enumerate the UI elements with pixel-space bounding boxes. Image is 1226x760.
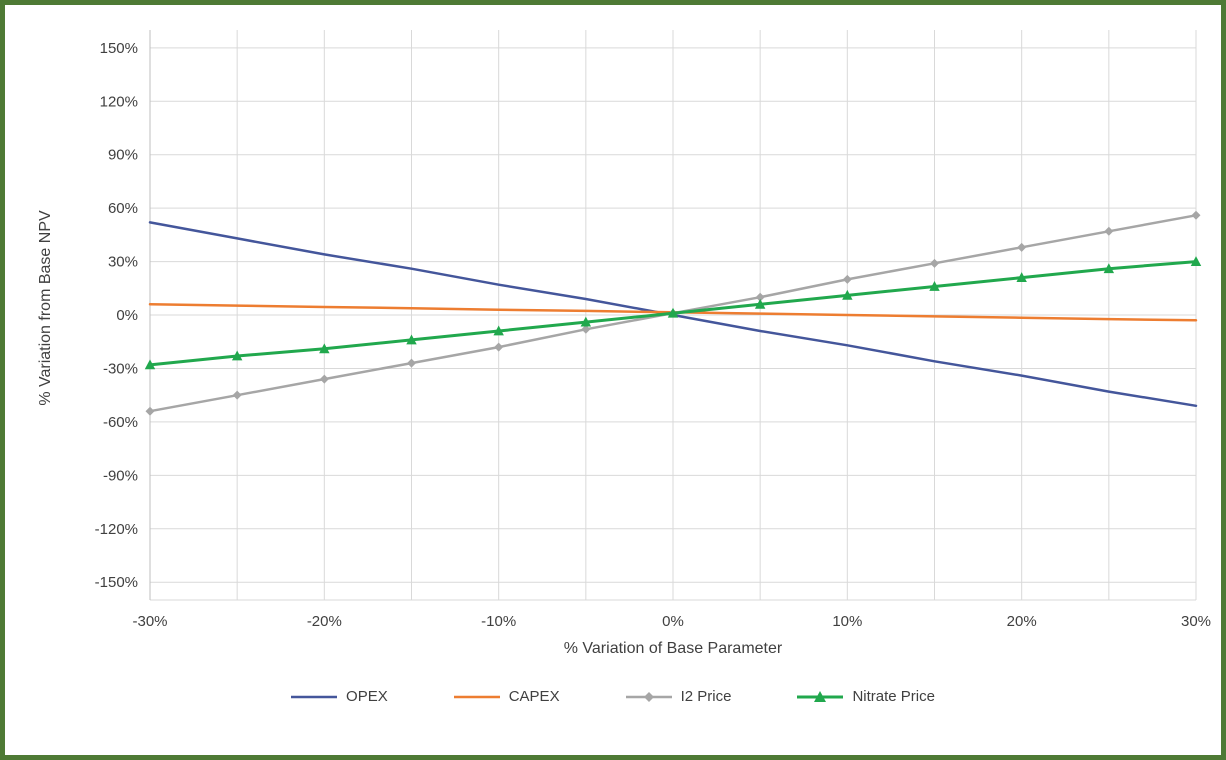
diamond-marker [842, 274, 852, 284]
legend-label-capex: CAPEX [508, 688, 560, 705]
y-tick-label: 0% [116, 307, 138, 324]
legend-swatch-capex [453, 695, 500, 698]
diamond-marker [930, 258, 939, 268]
triangle-marker [754, 298, 766, 309]
triangle-marker [319, 343, 330, 354]
triangle-marker [667, 307, 679, 318]
gridlines [149, 30, 1197, 600]
x-tick-label: 10% [832, 613, 862, 630]
diamond-marker [1017, 242, 1027, 252]
series-nitrate-price [144, 256, 1202, 370]
y-tick-labels: 150% 120% 90% 60% 30% 0% -30% -60% -90% -120% -150… [95, 40, 138, 591]
diamond-marker [643, 691, 654, 702]
triangle-marker [1190, 256, 1202, 266]
x-tick-label: -20% [307, 613, 342, 630]
diamond-marker [755, 292, 765, 302]
legend-swatch-opex [291, 695, 338, 698]
legend-item-nitrate-price: Nitrate Price [797, 688, 935, 705]
y-tick-label: -150% [95, 574, 138, 591]
x-axis-title: % Variation of Base Parameter [563, 640, 783, 657]
x-tick-label: -30% [132, 613, 167, 630]
legend-item-opex: OPEX [291, 688, 388, 705]
y-tick-label: 60% [108, 200, 138, 217]
triangle-marker [842, 289, 853, 300]
legend-label-i2-price: I2 Price [680, 688, 732, 705]
diamond-marker [581, 324, 591, 334]
y-tick-label: -60% [103, 414, 138, 431]
x-tick-label: 20% [1007, 613, 1037, 630]
x-tick-labels: -30% -20% -10% 0% 10% 20% 30% [132, 613, 1211, 630]
diamond-marker [232, 390, 242, 400]
y-tick-label: 120% [100, 93, 138, 110]
x-tick-label: 30% [1181, 613, 1211, 630]
legend-item-capex: CAPEX [453, 688, 560, 705]
triangle-marker [580, 316, 592, 327]
legend-swatch-nitrate-price [797, 690, 844, 702]
diamond-marker [1191, 210, 1201, 220]
legend-label-opex: OPEX [346, 688, 388, 705]
diamond-marker [319, 374, 329, 384]
y-tick-label: -30% [103, 360, 138, 377]
y-axis-title: % Variation from Base NPV [37, 210, 54, 406]
diamond-marker [494, 342, 504, 352]
diamond-marker [407, 358, 416, 368]
triangle-marker [144, 359, 156, 370]
diamond-marker [145, 406, 155, 416]
triangle-marker [929, 281, 940, 291]
x-tick-label: 0% [662, 613, 684, 630]
y-tick-label: 30% [108, 254, 138, 271]
legend-label-nitrate-price: Nitrate Price [852, 688, 935, 705]
x-tick-label: -10% [481, 613, 516, 630]
y-tick-label: 150% [100, 40, 138, 57]
legend: OPEX CAPEX I2 Price Nitrate Price [0, 688, 1226, 705]
y-tick-label: 90% [108, 147, 138, 164]
legend-item-i2-price: I2 Price [625, 688, 732, 705]
triangle-marker [493, 325, 504, 336]
diamond-marker [1104, 226, 1114, 236]
y-tick-label: -90% [103, 467, 138, 484]
triangle-marker [814, 690, 827, 702]
y-tick-label: -120% [95, 521, 138, 538]
triangle-marker [1103, 263, 1115, 274]
triangle-marker [231, 350, 243, 361]
legend-swatch-i2-price [625, 691, 672, 702]
triangle-marker [1016, 272, 1027, 282]
triangle-marker [406, 334, 417, 345]
